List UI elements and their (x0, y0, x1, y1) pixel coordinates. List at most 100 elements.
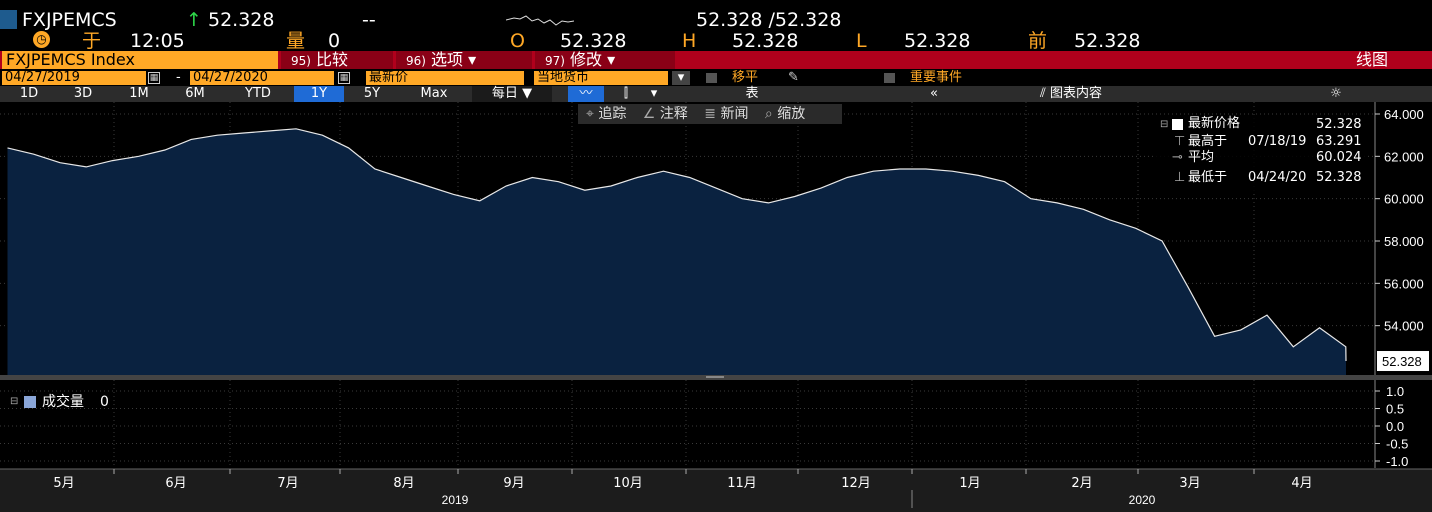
last-price-tag-label: 52.328 (1382, 354, 1422, 369)
range-6m[interactable]: 6M (185, 86, 205, 101)
start-date-input[interactable]: 04/27/2019 (2, 71, 146, 85)
vol-tick-label: -1.0 (1386, 454, 1408, 469)
y-tick-label: 54.000 (1384, 319, 1424, 334)
gear-icon[interactable]: ☼ (1330, 86, 1342, 101)
range-max[interactable]: Max (420, 86, 448, 101)
range-ytd[interactable]: YTD (245, 86, 271, 101)
modify-button[interactable]: 97) 修改 ▾ (535, 51, 675, 69)
range-1m[interactable]: 1M (129, 86, 149, 101)
pan-checkbox[interactable] (706, 73, 717, 83)
range-1y[interactable]: 1Y (294, 86, 344, 102)
legend-avg-label: 平均 (1188, 150, 1215, 165)
x-tick-label: 10月 (613, 476, 643, 491)
y-tick-label: 62.000 (1384, 149, 1424, 164)
period-select[interactable]: 每日 ▼ (472, 86, 552, 102)
legend-last-value: 52.328 (1316, 117, 1362, 132)
calendar-icon[interactable]: ▦ (148, 72, 160, 84)
clock-icon: ◷ (33, 31, 50, 48)
legend-low-date: 04/24/20 (1248, 170, 1307, 185)
low-marker-icon: ⊥ (1174, 170, 1186, 185)
range-bar (0, 86, 1432, 102)
field-select[interactable]: 最新价 (366, 71, 524, 85)
price-area (7, 128, 1346, 375)
last-price: 52.328 (208, 9, 275, 31)
legend-avg-value: 60.024 (1316, 150, 1362, 165)
collapse-icon[interactable]: ⊟ (10, 396, 19, 407)
x-tick-label: 9月 (503, 476, 524, 491)
legend-low-label: 最低于 (1188, 170, 1228, 185)
up-arrow-icon: ↑ (186, 9, 202, 31)
chart-content-button[interactable]: ⫽ 图表内容 (1040, 86, 1102, 101)
line-chart-icon[interactable]: 〰 (568, 86, 604, 102)
prev-value: 52.328 (1074, 30, 1141, 52)
range-5y[interactable]: 5Y (363, 86, 381, 101)
ticker-symbol: FXJPEMCS (22, 9, 117, 31)
legend-high-label: 最高于 (1188, 134, 1228, 149)
range-1d[interactable]: 1D (19, 86, 39, 101)
zoom-icon: ⌕ (764, 106, 773, 122)
vol-tick-label: 0.5 (1386, 402, 1404, 417)
events-checkbox[interactable] (884, 73, 895, 83)
sparkline (506, 15, 574, 26)
chart-icon: ⫽ (1040, 86, 1046, 101)
volume-label: 量 (286, 30, 306, 52)
security-field[interactable]: FXJPEMCS Index (2, 51, 278, 69)
year-label: 2020 (1129, 493, 1156, 507)
legend-low-value: 52.328 (1316, 170, 1362, 185)
date-separator: - (176, 70, 181, 85)
table-button[interactable]: 表 (745, 86, 759, 101)
tool-news[interactable]: 新闻 (720, 106, 749, 122)
legend-box: ⊟ 最新价格 52.328 ⊤ 最高于 07/18/19 63.291 ⊸ 平均… (1156, 115, 1366, 191)
tool-zoom[interactable]: 缩放 (777, 106, 806, 122)
volume-value: 0 (328, 30, 341, 52)
volume-chart[interactable]: 1.0 0.5 0.0 -0.5 -1.0 5月 6月 7月 8月 9月 10月 11月 12月 1月 2月… (0, 380, 1432, 512)
x-tick-label: 11月 (727, 476, 757, 491)
options-button[interactable]: 96) 选项 ▾ (396, 51, 532, 69)
price-line (7, 128, 1347, 362)
tool-track[interactable]: 追踪 (598, 106, 627, 122)
year-label: 2019 (442, 493, 469, 507)
pencil-icon[interactable]: ✎ (788, 70, 799, 85)
collapse-icon[interactable]: ⊟ (1160, 119, 1169, 130)
range-3d[interactable]: 3D (73, 86, 93, 101)
high-marker-icon: ⊤ (1174, 134, 1186, 149)
dropdown-icon: ▾ (468, 50, 477, 69)
crosshair-icon: ⌖ (586, 106, 594, 122)
x-tick-label: 1月 (959, 476, 980, 491)
collapse-icon[interactable]: « (930, 86, 938, 101)
time-prefix: 于 (82, 30, 102, 52)
currency-select[interactable]: 当地货币 (534, 71, 668, 85)
price-change: -- (362, 9, 376, 31)
y-tick-label: 58.000 (1384, 234, 1424, 249)
vol-tick-label: 1.0 (1386, 384, 1404, 399)
security-color-marker (0, 10, 17, 29)
calendar-icon[interactable]: ▦ (338, 72, 350, 84)
end-date-input[interactable]: 04/27/2020 (190, 71, 334, 85)
volume-panel-value: 0 (100, 394, 109, 410)
legend-high-value: 63.291 (1316, 134, 1362, 149)
vol-tick-label: 0.0 (1386, 419, 1404, 434)
bid-ask: 52.328 /52.328 (696, 9, 842, 31)
tool-annotate[interactable]: 注释 (659, 106, 688, 122)
chevron-down-icon[interactable]: ▾ (650, 86, 658, 101)
price-chart[interactable]: 64.000 62.000 60.000 58.000 56.000 54.000 52.3… (0, 102, 1432, 380)
low-label: L (856, 30, 867, 52)
chart-type-label[interactable]: 线图 (1356, 50, 1389, 69)
legend-last-label: 最新价格 (1188, 116, 1241, 131)
compare-button[interactable]: 95) 比较 (281, 51, 393, 69)
chart-tools: ⌖ 追踪 ∠ 注释 ≣ 新闻 ⌕ 缩放 (578, 104, 842, 124)
average-marker-icon: ⊸ (1172, 150, 1183, 165)
last-price-tag (1377, 351, 1429, 372)
bar-chart-icon[interactable]: ⫿ (623, 86, 629, 101)
chevron-down-icon[interactable]: ▾ (672, 71, 690, 85)
volume-swatch (24, 396, 36, 408)
x-tick-label: 4月 (1291, 476, 1312, 491)
pan-label: 移平 (732, 70, 759, 85)
news-icon: ≣ (704, 106, 716, 122)
open-label: O (510, 30, 525, 52)
x-axis-band (0, 469, 1432, 512)
x-tick-label: 6月 (165, 476, 186, 491)
dropdown-icon: ▼ (522, 86, 533, 101)
high-label: H (682, 30, 697, 52)
open-value: 52.328 (560, 30, 627, 52)
